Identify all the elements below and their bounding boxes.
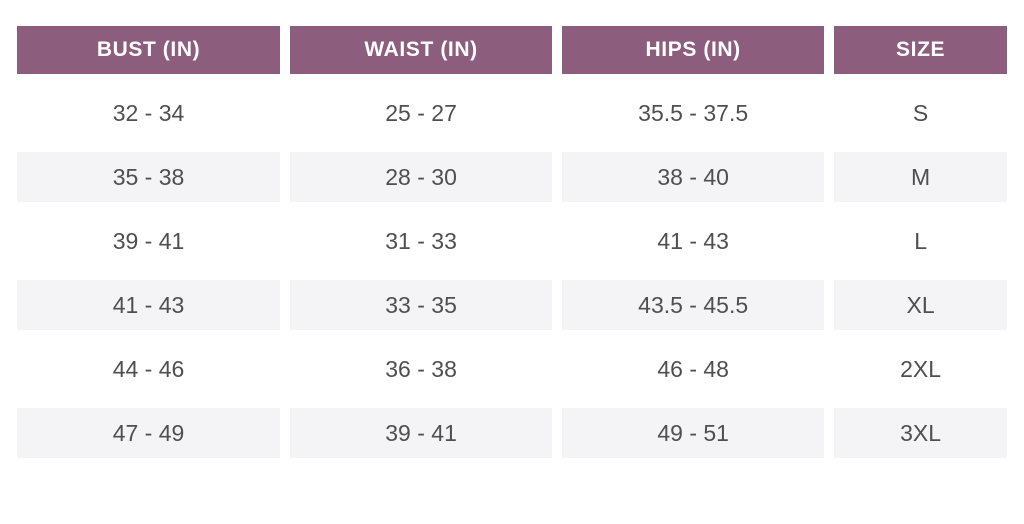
table-row: 32 - 34 25 - 27 35.5 - 37.5 S: [17, 88, 1007, 138]
cell-hips: 46 - 48: [562, 344, 825, 394]
table-row: 44 - 46 36 - 38 46 - 48 2XL: [17, 344, 1007, 394]
cell-waist: 39 - 41: [290, 408, 553, 458]
size-chart-table: BUST (IN) WAIST (IN) HIPS (IN) SIZE 32 -…: [7, 12, 1017, 472]
table-row: 39 - 41 31 - 33 41 - 43 L: [17, 216, 1007, 266]
cell-hips: 49 - 51: [562, 408, 825, 458]
column-header-waist: WAIST (IN): [290, 26, 553, 74]
cell-size: 3XL: [834, 408, 1007, 458]
cell-hips: 38 - 40: [562, 152, 825, 202]
cell-bust: 32 - 34: [17, 88, 281, 138]
cell-bust: 39 - 41: [17, 216, 281, 266]
table-row: 47 - 49 39 - 41 49 - 51 3XL: [17, 408, 1007, 458]
cell-size: XL: [834, 280, 1007, 330]
column-header-bust: BUST (IN): [17, 26, 281, 74]
cell-bust: 41 - 43: [17, 280, 281, 330]
cell-size: 2XL: [834, 344, 1007, 394]
cell-bust: 47 - 49: [17, 408, 281, 458]
cell-hips: 41 - 43: [562, 216, 825, 266]
column-header-hips: HIPS (IN): [562, 26, 825, 74]
cell-waist: 25 - 27: [290, 88, 553, 138]
cell-bust: 35 - 38: [17, 152, 281, 202]
cell-bust: 44 - 46: [17, 344, 281, 394]
table-row: 35 - 38 28 - 30 38 - 40 M: [17, 152, 1007, 202]
cell-waist: 31 - 33: [290, 216, 553, 266]
cell-size: L: [834, 216, 1007, 266]
cell-hips: 43.5 - 45.5: [562, 280, 825, 330]
cell-waist: 33 - 35: [290, 280, 553, 330]
column-header-size: SIZE: [834, 26, 1007, 74]
header-row: BUST (IN) WAIST (IN) HIPS (IN) SIZE: [17, 26, 1007, 74]
cell-waist: 36 - 38: [290, 344, 553, 394]
cell-waist: 28 - 30: [290, 152, 553, 202]
cell-size: M: [834, 152, 1007, 202]
table-row: 41 - 43 33 - 35 43.5 - 45.5 XL: [17, 280, 1007, 330]
cell-hips: 35.5 - 37.5: [562, 88, 825, 138]
cell-size: S: [834, 88, 1007, 138]
